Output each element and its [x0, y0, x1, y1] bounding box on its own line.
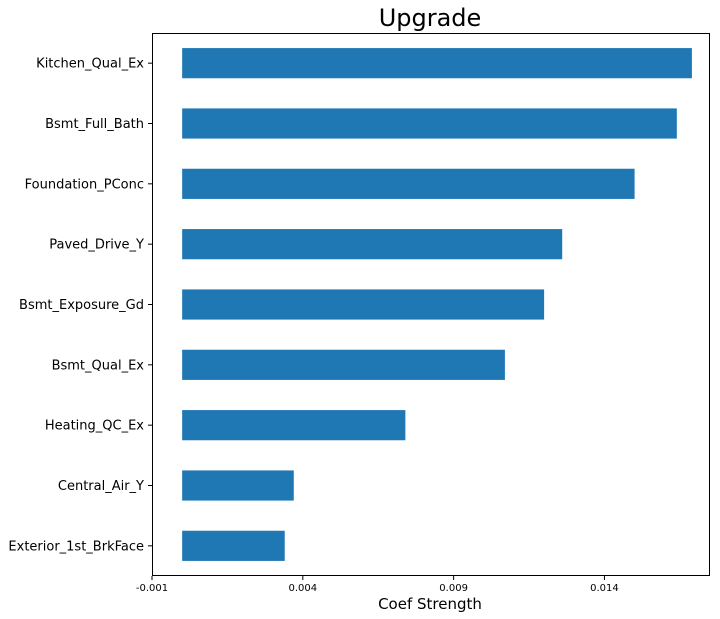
bar-paved-drive-y	[182, 229, 563, 260]
category-label: Kitchen_Qual_Ex	[36, 57, 144, 72]
x-tick-label: -0.001	[136, 583, 168, 594]
category-label: Foundation_PConc	[25, 177, 144, 192]
category-label: Heating_QC_Ex	[45, 419, 144, 434]
bar-exterior-1st-brkface	[182, 530, 285, 561]
bar-bsmt-full-bath	[182, 108, 677, 139]
bars-group	[182, 48, 692, 561]
bar-heating-qc-ex	[182, 410, 406, 441]
bar-bsmt-exposure-gd	[182, 289, 545, 320]
bar-bsmt-qual-ex	[182, 349, 505, 380]
chart-title: Upgrade	[379, 4, 482, 32]
plot-frame	[152, 33, 710, 576]
category-label: Exterior_1st_BrkFace	[8, 539, 144, 554]
bar-central-air-y	[182, 470, 294, 501]
bar-foundation-pconc	[182, 168, 635, 199]
x-axis-ticks: -0.001 0.004 0.009 0.014	[136, 576, 619, 594]
category-label: Bsmt_Qual_Ex	[52, 358, 145, 373]
x-tick-label: 0.009	[439, 583, 468, 594]
category-label: Central_Air_Y	[58, 479, 144, 494]
category-label: Bsmt_Exposure_Gd	[19, 298, 144, 313]
category-labels: Kitchen_Qual_Ex Bsmt_Full_Bath Foundation_…	[8, 57, 152, 554]
x-axis-label: Coef Strength	[378, 595, 482, 613]
x-tick-label: 0.004	[288, 583, 317, 594]
category-label: Paved_Drive_Y	[49, 238, 144, 253]
category-label: Bsmt_Full_Bath	[45, 117, 144, 132]
bar-kitchen-qual-ex	[182, 48, 692, 79]
x-tick-label: 0.014	[590, 583, 619, 594]
